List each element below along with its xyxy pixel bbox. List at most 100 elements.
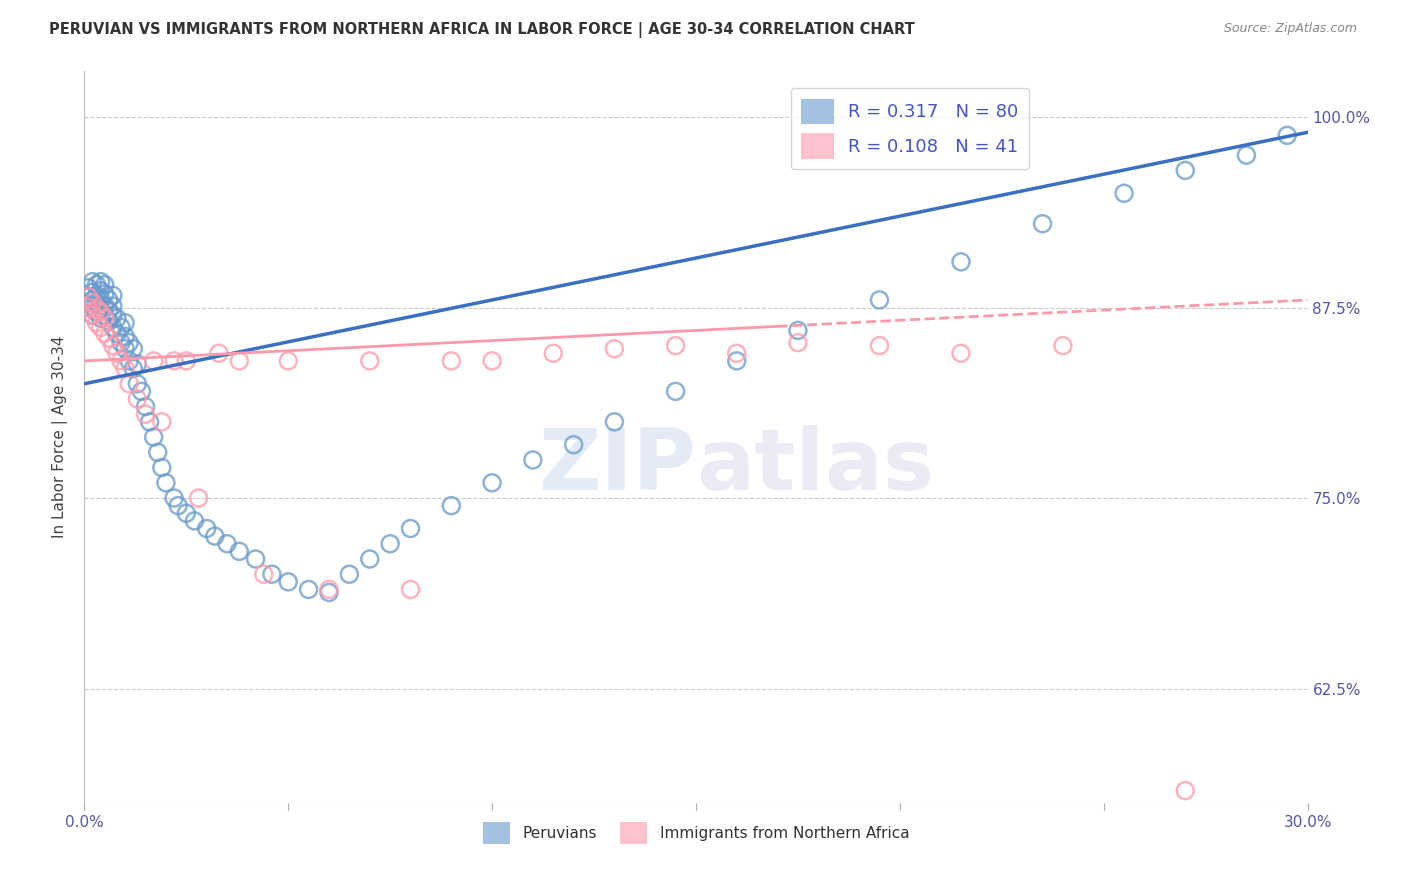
Point: [150, 460, 173, 475]
Point: [110, 320, 132, 334]
Point: [122, 361, 145, 376]
Point: [93, 286, 115, 301]
Point: [97, 293, 120, 307]
Point: [603, 415, 626, 429]
Point: [105, 311, 128, 326]
Point: [359, 354, 381, 368]
Point: [318, 585, 340, 599]
Point: [101, 320, 124, 334]
Point: [93, 299, 115, 313]
Text: ZIP: ZIP: [538, 425, 696, 508]
Point: [86, 305, 108, 319]
Point: [318, 582, 340, 597]
Point: [150, 415, 173, 429]
Point: [950, 255, 973, 269]
Point: [174, 506, 197, 520]
Point: [127, 392, 149, 406]
Point: [277, 354, 299, 368]
Point: [725, 346, 748, 360]
Point: [114, 361, 136, 376]
Point: [155, 475, 177, 490]
Point: [82, 285, 104, 300]
Point: [399, 582, 422, 597]
Point: [359, 552, 381, 566]
Text: PERUVIAN VS IMMIGRANTS FROM NORTHERN AFRICA IN LABOR FORCE | AGE 30-34 CORRELATI: PERUVIAN VS IMMIGRANTS FROM NORTHERN AFR…: [49, 22, 915, 38]
Point: [217, 537, 239, 551]
Point: [339, 567, 361, 582]
Point: [97, 331, 120, 345]
Point: [77, 301, 100, 315]
Point: [90, 311, 112, 326]
Point: [77, 290, 100, 304]
Point: [105, 346, 128, 360]
Text: Source: ZipAtlas.com: Source: ZipAtlas.com: [1223, 22, 1357, 36]
Point: [1052, 339, 1074, 353]
Point: [142, 430, 165, 444]
Point: [869, 293, 891, 307]
Point: [481, 475, 503, 490]
Point: [86, 296, 108, 310]
Point: [93, 277, 115, 292]
Point: [163, 491, 186, 505]
Point: [77, 281, 100, 295]
Point: [90, 301, 112, 317]
Point: [86, 277, 108, 292]
Text: atlas: atlas: [696, 425, 934, 508]
Point: [82, 293, 104, 307]
Point: [90, 284, 112, 298]
Point: [440, 499, 463, 513]
Point: [82, 299, 104, 313]
Point: [208, 346, 231, 360]
Point: [118, 354, 141, 368]
Point: [1236, 148, 1258, 162]
Point: [298, 582, 321, 597]
Point: [142, 354, 165, 368]
Point: [131, 384, 153, 399]
Point: [228, 354, 250, 368]
Y-axis label: In Labor Force | Age 30-34: In Labor Force | Age 30-34: [52, 335, 69, 539]
Point: [118, 376, 141, 391]
Point: [101, 288, 124, 302]
Point: [82, 308, 104, 322]
Point: [440, 354, 463, 368]
Point: [90, 293, 112, 307]
Point: [82, 308, 104, 322]
Point: [82, 296, 104, 310]
Point: [86, 301, 108, 317]
Point: [127, 376, 149, 391]
Point: [725, 354, 748, 368]
Point: [543, 346, 565, 360]
Point: [114, 329, 136, 343]
Point: [93, 311, 115, 326]
Point: [135, 407, 157, 421]
Point: [90, 275, 112, 289]
Point: [101, 308, 124, 322]
Point: [183, 514, 205, 528]
Point: [97, 314, 120, 328]
Legend: Peruvians, Immigrants from Northern Africa: Peruvians, Immigrants from Northern Afri…: [477, 816, 915, 850]
Point: [195, 522, 218, 536]
Point: [101, 339, 124, 353]
Point: [135, 400, 157, 414]
Point: [787, 335, 810, 350]
Point: [1174, 163, 1197, 178]
Point: [82, 275, 104, 289]
Point: [187, 491, 209, 505]
Point: [114, 316, 136, 330]
Point: [562, 438, 585, 452]
Point: [118, 335, 141, 350]
Point: [93, 326, 115, 341]
Point: [90, 320, 112, 334]
Point: [138, 415, 160, 429]
Point: [665, 339, 688, 353]
Point: [228, 544, 250, 558]
Point: [787, 323, 810, 337]
Point: [90, 305, 112, 319]
Point: [204, 529, 226, 543]
Point: [603, 342, 626, 356]
Point: [114, 342, 136, 356]
Point: [77, 290, 100, 304]
Point: [399, 522, 422, 536]
Point: [86, 316, 108, 330]
Point: [1174, 783, 1197, 797]
